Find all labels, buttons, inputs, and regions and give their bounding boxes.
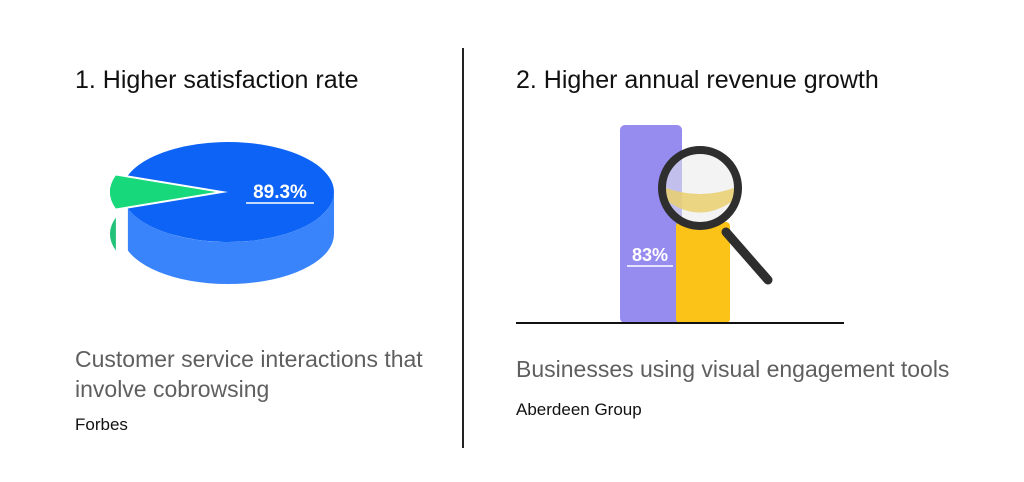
revenue-source: Aberdeen Group — [516, 400, 642, 419]
panel-divider — [462, 48, 464, 448]
satisfaction-heading: 1. Higher satisfaction rate — [75, 66, 359, 94]
pie-slice-main — [127, 142, 334, 242]
left-panel: 1. Higher satisfaction rate 89.3% Custom… — [0, 0, 462, 482]
right-panel: 2. Higher annual revenue growth 83% Busi… — [468, 0, 1024, 482]
bar-comparison — [676, 222, 730, 323]
bar-tools — [620, 125, 682, 323]
satisfaction-caption: Customer service interactions that invol… — [75, 346, 423, 402]
satisfaction-source: Forbes — [75, 415, 128, 434]
pie-data-label: 89.3% — [253, 182, 307, 203]
pie-main-side — [127, 192, 335, 285]
pie-chart: 89.3% — [109, 142, 335, 285]
revenue-heading: 2. Higher annual revenue growth — [516, 66, 879, 94]
bar-chart: 83% — [516, 125, 844, 324]
revenue-caption: Businesses using visual engagement tools — [516, 356, 950, 382]
magnifier-icon — [658, 146, 773, 285]
pie-slice-small — [109, 175, 216, 209]
bar-data-label: 83% — [632, 245, 668, 265]
